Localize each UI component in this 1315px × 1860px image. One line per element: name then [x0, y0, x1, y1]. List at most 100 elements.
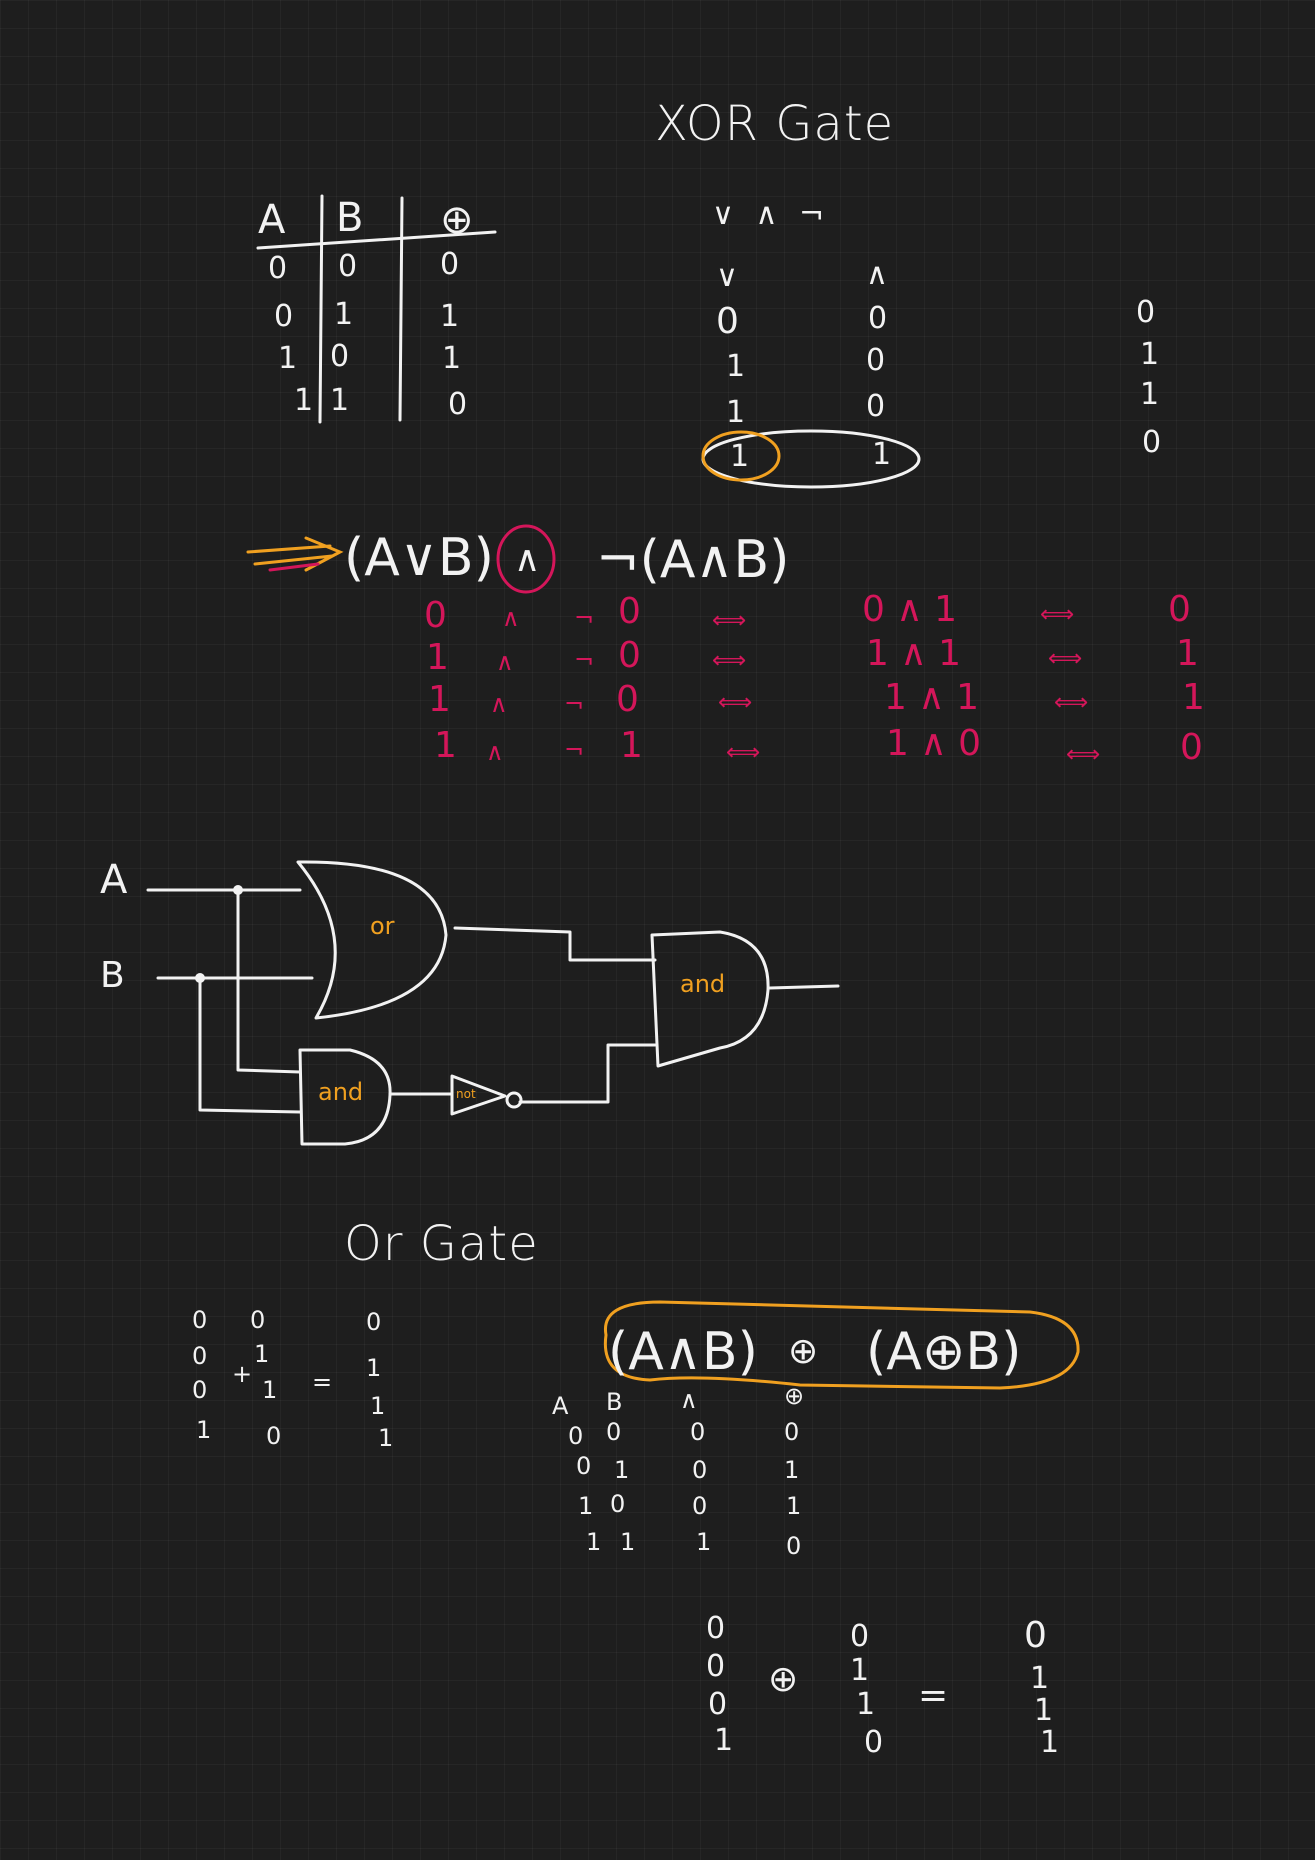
bc-res-v2: 1	[1030, 1661, 1050, 1696]
truth-table-header-line	[256, 230, 497, 250]
or-col1-v4: 1	[196, 1416, 212, 1444]
eval-r4-iff2: ⟺	[1066, 740, 1101, 768]
tt-r4-x: 0	[448, 387, 468, 422]
composite-op: ⊕	[788, 1331, 819, 1372]
ct-r4-a: 1	[586, 1528, 602, 1556]
wire-not-to-and	[518, 1043, 657, 1104]
eval-r2-op: ∧	[496, 648, 514, 676]
eval-r3-neg: ¬	[564, 690, 585, 718]
ct-r2-xor: 1	[784, 1456, 800, 1484]
bc-col1-v1: 0	[706, 1611, 726, 1646]
ct-r2-a: 0	[576, 1452, 592, 1480]
or-col1-v3: 0	[192, 1376, 208, 1404]
eval-r1-expr: 0 ∧ 1	[862, 589, 958, 630]
tt-r1-a: 0	[268, 251, 288, 286]
wire-or-out	[453, 926, 657, 962]
bc-res-v1: 0	[1024, 1615, 1047, 1656]
or-res-v4: 1	[378, 1424, 394, 1452]
eval-r1-neg: ¬	[574, 604, 595, 632]
bc-col1-v4: 1	[714, 1723, 734, 1758]
eval-r4-expr: 1 ∧ 0	[886, 723, 982, 764]
ct-header-and: ∧	[680, 1386, 698, 1414]
truth-table-header-xor: ⊕	[440, 197, 474, 243]
ct-r3-b: 0	[610, 1490, 626, 1518]
ct-r4-xor: 0	[786, 1532, 802, 1560]
not-gate-shape[interactable]	[450, 1074, 507, 1116]
truth-table-header-a: A	[258, 197, 286, 243]
result-v2: 1	[1140, 337, 1160, 372]
or-col2-v4: 0	[266, 1422, 282, 1450]
bc-equals: =	[918, 1675, 949, 1716]
eval-r1-iff2: ⟺	[1040, 600, 1075, 628]
eval-r2-a: 1	[426, 637, 449, 678]
highlight-loop-composite	[603, 1300, 1080, 1390]
xor-title: XOR Gate	[655, 96, 895, 152]
ct-r1-and: 0	[690, 1418, 706, 1446]
bc-col1-v2: 0	[706, 1649, 726, 1684]
tt-r3-x: 1	[442, 341, 462, 376]
eval-r4-res: 0	[1180, 727, 1203, 768]
or-gate-shape[interactable]	[296, 860, 448, 1020]
eval-r4-iff: ⟺	[726, 738, 761, 766]
or-column-symbol: ∨	[716, 259, 738, 294]
tt-r4-b: 1	[330, 383, 350, 418]
bc-res-v3: 1	[1034, 1693, 1054, 1728]
ct-r4-b: 1	[620, 1528, 636, 1556]
eval-r4-a: 1	[434, 725, 457, 766]
eval-r3-a: 1	[428, 679, 451, 720]
tt-r3-b: 0	[330, 339, 350, 374]
truth-table-divider-1	[318, 194, 324, 424]
truth-table-divider-2	[398, 196, 404, 422]
wire-a-to-or	[236, 888, 302, 1074]
eval-r3-res: 1	[1182, 677, 1205, 718]
eval-r1-res: 0	[1168, 589, 1191, 630]
or-res-v2: 1	[366, 1354, 382, 1382]
not-gate-label: not	[456, 1087, 476, 1101]
ct-r3-xor: 1	[786, 1492, 802, 1520]
ct-header-b: B	[606, 1388, 623, 1416]
tt-r1-x: 0	[440, 247, 460, 282]
eval-r4-neg: ¬	[564, 736, 585, 764]
bc-res-v4: 1	[1040, 1725, 1060, 1760]
eval-r1-iff: ⟺	[712, 606, 747, 634]
tt-r4-a: 1	[294, 383, 314, 418]
or-col2-v1: 0	[250, 1306, 266, 1334]
and-gate-right-shape[interactable]	[650, 930, 770, 1068]
bc-col2-v3: 1	[856, 1687, 876, 1722]
tt-r2-a: 0	[274, 299, 294, 334]
tt-r3-a: 1	[278, 341, 298, 376]
ct-r2-b: 1	[614, 1456, 630, 1484]
tt-r2-b: 1	[334, 297, 354, 332]
eval-r2-expr: 1 ∧ 1	[866, 633, 962, 674]
ct-r1-a: 0	[568, 1422, 584, 1450]
ct-r1-b: 0	[606, 1418, 622, 1446]
result-v4: 0	[1142, 425, 1162, 460]
tt-r1-b: 0	[338, 249, 358, 284]
main-expression-right: ¬(A∧B)	[596, 530, 790, 590]
wire-b-to-and	[198, 976, 302, 1114]
or-gate-label: or	[370, 912, 395, 940]
or-col1-v1: 0	[192, 1306, 208, 1334]
eval-r4-op: ∧	[486, 738, 504, 766]
or-column-v1: 0	[716, 301, 739, 342]
and-column-symbol: ∧	[866, 257, 888, 292]
ct-header-a: A	[552, 1392, 569, 1420]
junction-a	[233, 885, 243, 895]
and-gate-left-shape[interactable]	[298, 1048, 392, 1146]
eval-r2-iff: ⟺	[712, 646, 747, 674]
bc-col2-v2: 1	[850, 1653, 870, 1688]
highlight-circle-and	[496, 524, 556, 594]
or-col2-v2: 1	[254, 1340, 270, 1368]
and-column-v3: 0	[866, 389, 886, 424]
implication-arrow	[246, 536, 344, 572]
result-v3: 1	[1140, 377, 1160, 412]
ct-r4-and: 1	[696, 1528, 712, 1556]
tt-r2-x: 1	[440, 299, 460, 334]
wire-output	[768, 984, 840, 990]
not-gate-bubble	[505, 1091, 523, 1109]
and-gate-left-label: and	[318, 1078, 364, 1106]
or-title: Or Gate	[344, 1216, 539, 1272]
or-column-v2: 1	[726, 349, 746, 384]
composite-right: (A⊕B)	[866, 1322, 1022, 1382]
